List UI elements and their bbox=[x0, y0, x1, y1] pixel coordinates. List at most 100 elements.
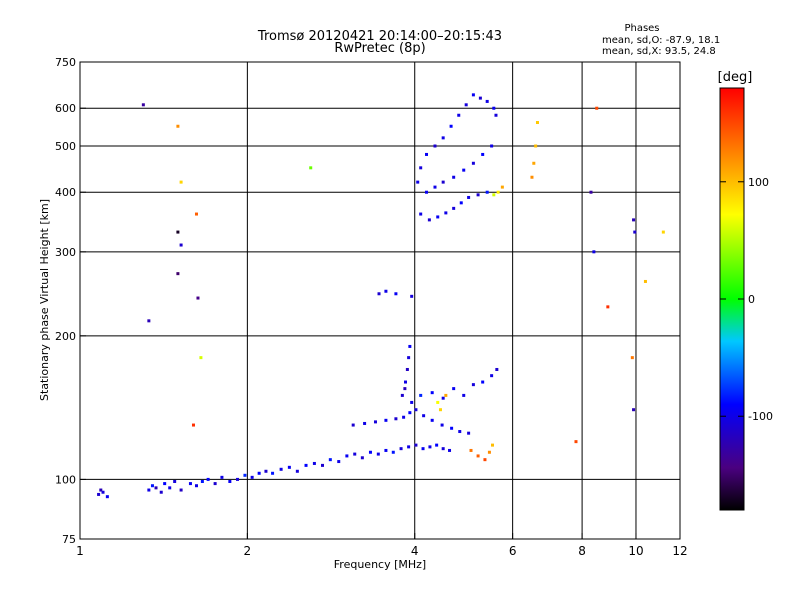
data-point bbox=[494, 113, 498, 117]
data-point bbox=[452, 175, 456, 179]
data-point bbox=[419, 393, 423, 397]
data-point bbox=[422, 414, 426, 418]
data-point bbox=[414, 408, 418, 412]
data-point bbox=[495, 367, 499, 371]
data-point bbox=[462, 393, 466, 397]
data-point bbox=[173, 479, 177, 483]
data-point bbox=[467, 195, 471, 199]
data-point bbox=[421, 447, 425, 451]
data-point bbox=[440, 423, 444, 427]
data-point bbox=[373, 420, 377, 424]
data-point bbox=[476, 193, 480, 197]
grid-lines bbox=[80, 62, 680, 539]
data-points bbox=[97, 93, 665, 499]
data-point bbox=[441, 180, 445, 184]
data-point bbox=[97, 492, 101, 496]
data-point bbox=[589, 190, 593, 194]
data-point bbox=[179, 180, 183, 184]
data-point bbox=[394, 292, 398, 296]
data-point bbox=[408, 411, 412, 415]
data-point bbox=[400, 393, 404, 397]
data-point bbox=[436, 400, 440, 404]
data-point bbox=[416, 180, 420, 184]
data-point bbox=[399, 447, 403, 451]
data-point bbox=[450, 426, 454, 430]
y-tick-labels: 75 100 200 300 400 500 600 750 bbox=[55, 56, 76, 546]
data-point bbox=[532, 161, 536, 165]
data-point bbox=[481, 152, 485, 156]
x-axis-label: Frequency [MHz] bbox=[334, 558, 426, 571]
data-point bbox=[407, 445, 411, 449]
data-point bbox=[410, 294, 414, 298]
data-point bbox=[407, 356, 411, 360]
data-point bbox=[441, 447, 445, 451]
data-point bbox=[376, 452, 380, 456]
data-point bbox=[99, 488, 103, 492]
data-point bbox=[176, 230, 180, 234]
x-tick-label: 12 bbox=[672, 544, 687, 558]
x-tick-label: 4 bbox=[411, 544, 419, 558]
data-point bbox=[535, 121, 539, 125]
data-point bbox=[534, 144, 538, 148]
y-tick-label: 750 bbox=[55, 56, 76, 69]
y-axis-label: Stationary phase Virtual Height [km] bbox=[38, 199, 51, 401]
data-point bbox=[478, 96, 482, 100]
data-point bbox=[606, 305, 610, 309]
data-point bbox=[490, 374, 494, 378]
data-point bbox=[490, 144, 494, 148]
x-tick-label: 2 bbox=[244, 544, 252, 558]
data-point bbox=[632, 218, 636, 222]
data-point bbox=[632, 408, 636, 412]
data-point bbox=[491, 443, 495, 447]
data-point bbox=[168, 486, 172, 490]
data-point bbox=[147, 488, 151, 492]
phases-box-title: Phases bbox=[624, 23, 659, 34]
data-point bbox=[452, 387, 456, 391]
data-point bbox=[444, 211, 448, 215]
y-tick-label: 75 bbox=[62, 533, 76, 546]
data-point bbox=[408, 344, 412, 348]
data-point bbox=[377, 292, 381, 296]
data-point bbox=[213, 482, 217, 486]
data-point bbox=[485, 190, 489, 194]
data-point bbox=[337, 460, 341, 464]
data-point bbox=[471, 93, 475, 97]
data-point bbox=[476, 454, 480, 458]
data-point bbox=[199, 356, 203, 360]
data-point bbox=[328, 458, 332, 462]
data-point bbox=[438, 408, 442, 412]
data-point bbox=[403, 387, 407, 391]
data-point bbox=[459, 201, 463, 205]
data-point bbox=[492, 193, 496, 197]
data-point bbox=[271, 471, 275, 475]
data-point bbox=[141, 103, 145, 107]
data-point bbox=[295, 469, 299, 473]
data-point bbox=[471, 161, 475, 165]
y-tick-label: 100 bbox=[55, 473, 76, 486]
data-point bbox=[419, 212, 423, 216]
data-point bbox=[441, 396, 445, 400]
data-point bbox=[435, 443, 439, 447]
chart-title: Tromsø 20120421 20:14:00–20:15:43 bbox=[257, 29, 502, 44]
data-point bbox=[425, 190, 429, 194]
y-tick-label: 500 bbox=[55, 140, 76, 153]
data-point bbox=[457, 113, 461, 117]
data-point bbox=[243, 473, 247, 477]
data-point bbox=[264, 469, 268, 473]
data-point bbox=[430, 418, 434, 422]
data-point bbox=[643, 279, 647, 283]
data-point bbox=[487, 450, 491, 454]
data-point bbox=[448, 448, 452, 452]
data-point bbox=[485, 99, 489, 103]
data-point bbox=[194, 212, 198, 216]
data-point bbox=[154, 486, 158, 490]
axis-ticks bbox=[79, 61, 681, 540]
colorbar-tick-label: 0 bbox=[748, 293, 755, 306]
data-point bbox=[287, 465, 291, 469]
phases-o-line: mean, sd,O: -87.9, 18.1 bbox=[602, 35, 720, 46]
data-point bbox=[206, 477, 210, 481]
data-point bbox=[471, 383, 475, 387]
y-tick-label: 300 bbox=[55, 246, 76, 259]
x-tick-label: 1 bbox=[76, 544, 84, 558]
data-point bbox=[433, 144, 437, 148]
